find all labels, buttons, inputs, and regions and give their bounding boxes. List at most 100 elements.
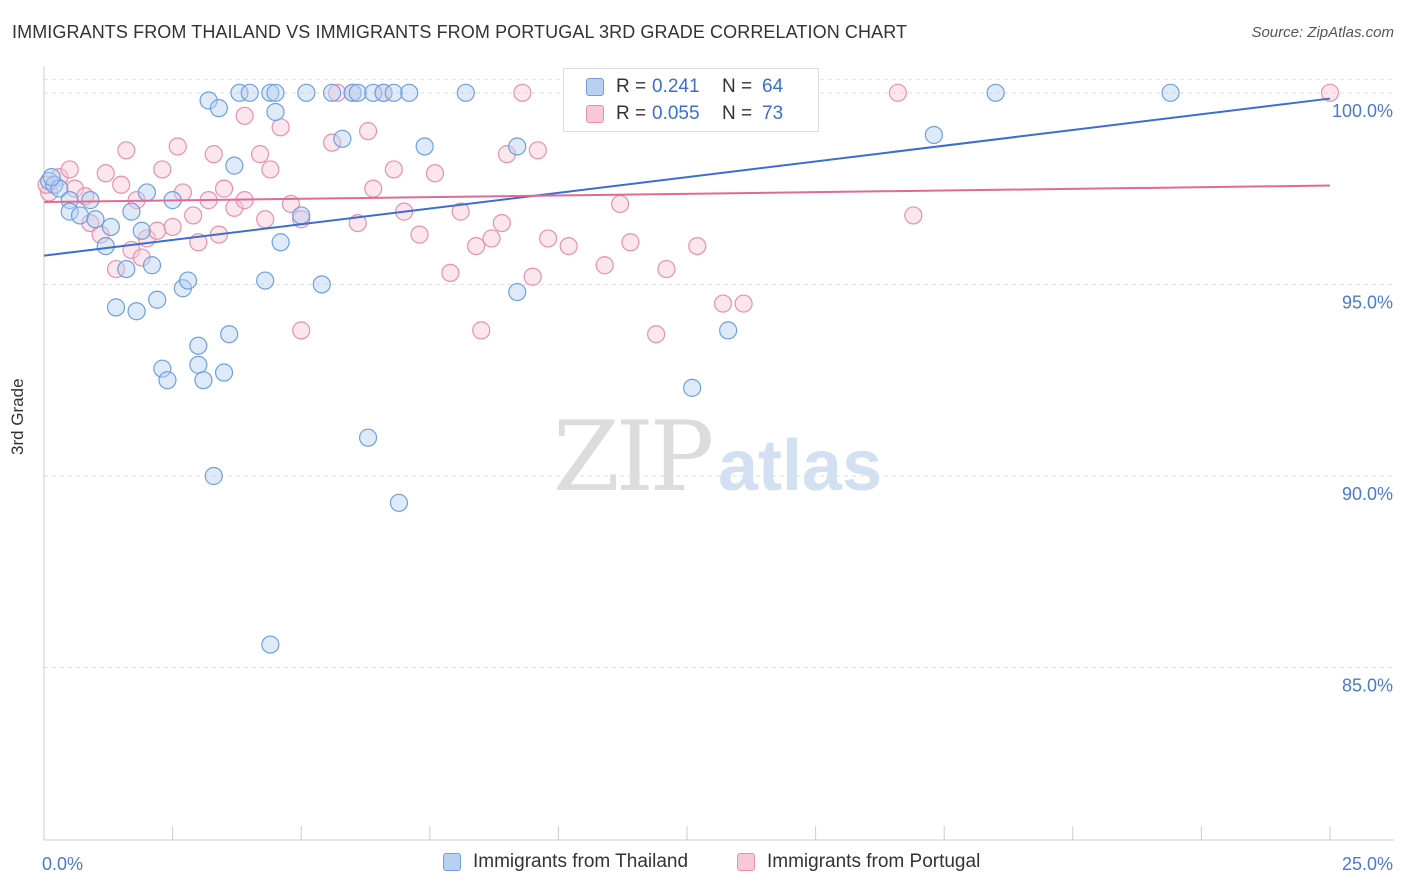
data-point-thailand	[508, 137, 527, 156]
data-point-portugal	[734, 294, 753, 313]
data-point-portugal	[713, 294, 733, 313]
trend-lines	[43, 97, 1331, 257]
data-point-thailand	[42, 168, 61, 187]
data-point-portugal	[184, 206, 203, 225]
data-point-thailand	[142, 256, 162, 275]
data-point-portugal	[559, 236, 578, 256]
n-label: N =	[722, 76, 753, 97]
data-point-portugal	[688, 236, 707, 256]
data-point-portugal	[163, 217, 182, 237]
legend-row-thailand: R = 0.241 N = 64	[586, 75, 832, 99]
data-point-portugal	[472, 321, 491, 340]
data-point-thailand	[364, 83, 383, 102]
data-point-thailand	[986, 83, 1005, 102]
data-point-thailand	[508, 282, 527, 302]
data-point-portugal	[647, 325, 666, 344]
data-point-thailand	[122, 202, 141, 221]
data-point-thailand	[1161, 83, 1180, 102]
data-point-portugal	[261, 160, 280, 179]
data-point-portugal	[292, 321, 311, 340]
data-point-portugal	[204, 145, 223, 164]
r-label: R =	[616, 76, 647, 97]
data-point-thailand	[719, 321, 738, 340]
legend-label-thailand: Immigrants from Thailand	[473, 851, 689, 872]
data-point-thailand	[456, 83, 475, 102]
data-point-portugal	[611, 194, 630, 214]
data-point-portugal	[214, 179, 234, 198]
series-legend: Immigrants from Thailand Immigrants from…	[0, 851, 1406, 877]
tick-labels: 85.0% 90.0% 95.0% 100.0% 0.0% 25.0%	[42, 101, 1393, 874]
n-label: N =	[722, 103, 753, 124]
data-point-thailand	[297, 83, 316, 102]
data-point-thailand	[70, 206, 90, 225]
data-point-thailand	[333, 129, 352, 148]
data-point-portugal	[451, 202, 470, 221]
data-point-thailand	[199, 91, 218, 110]
data-point-portugal	[148, 221, 167, 240]
data-point-thailand	[132, 221, 151, 240]
data-point-thailand	[225, 156, 244, 175]
trend-line-portugal	[43, 184, 1331, 204]
data-point-portugal	[513, 83, 532, 102]
data-point-portugal	[65, 179, 84, 198]
data-point-thailand	[189, 355, 208, 374]
data-point-thailand	[106, 298, 126, 317]
data-point-thailand	[101, 217, 120, 237]
data-point-thailand	[204, 466, 223, 486]
data-point-thailand	[683, 378, 702, 397]
data-point-portugal	[497, 145, 517, 164]
data-point-thailand	[189, 336, 208, 355]
data-point-thailand	[96, 236, 115, 256]
y-tick-label: 90.0%	[1342, 484, 1393, 504]
data-point-portugal	[523, 267, 542, 286]
data-point-portugal	[621, 233, 640, 252]
data-point-thailand	[415, 137, 434, 156]
legend-swatch-portugal	[586, 105, 604, 123]
y-axis-label: 3rd Grade	[8, 378, 27, 455]
data-point-portugal	[657, 259, 676, 279]
data-point-thailand	[81, 191, 100, 210]
data-point-portugal	[595, 256, 614, 275]
data-point-thailand	[389, 493, 409, 512]
legend-swatch-thailand	[443, 853, 461, 871]
data-point-thailand	[924, 125, 944, 145]
legend-swatch-portugal	[737, 853, 755, 871]
trend-line-thailand	[43, 97, 1331, 257]
data-point-portugal	[271, 118, 290, 137]
data-point-portugal	[235, 106, 254, 125]
watermark: ZIP atlas	[553, 401, 882, 513]
data-point-thailand	[230, 83, 249, 102]
y-tick-label: 100.0%	[1332, 101, 1393, 121]
data-point-thailand	[348, 83, 367, 102]
data-point-portugal	[132, 248, 151, 267]
data-point-portugal	[106, 259, 126, 279]
data-point-portugal	[888, 83, 908, 102]
data-point-portugal	[256, 210, 275, 229]
data-point-thailand	[384, 83, 403, 102]
data-point-portugal	[539, 229, 558, 248]
data-point-thailand	[343, 83, 362, 102]
data-point-portugal	[441, 263, 460, 283]
data-point-portugal	[1320, 83, 1340, 102]
legend-label-portugal: Immigrants from Portugal	[767, 851, 981, 872]
series-thailand-points	[40, 83, 1180, 654]
data-point-thailand	[266, 83, 285, 102]
data-point-thailand	[86, 210, 105, 229]
x-tick-label-max: 25.0%	[1342, 854, 1393, 874]
legend-item-portugal[interactable]: Immigrants from Portugal	[737, 851, 980, 873]
data-point-portugal	[384, 160, 403, 179]
data-point-thailand	[240, 83, 259, 102]
data-point-portugal	[482, 229, 501, 248]
data-point-portugal	[410, 225, 429, 244]
y-tick-label: 85.0%	[1342, 676, 1393, 696]
data-point-thailand	[220, 325, 239, 344]
data-point-thailand	[209, 99, 228, 118]
x-tick-label-min: 0.0%	[42, 854, 83, 874]
axes	[43, 66, 1394, 841]
data-point-portugal	[492, 213, 511, 233]
legend-item-thailand[interactable]: Immigrants from Thailand	[443, 851, 688, 873]
data-point-thailand	[266, 102, 285, 122]
data-point-thailand	[178, 271, 198, 290]
data-point-thailand	[358, 428, 378, 447]
